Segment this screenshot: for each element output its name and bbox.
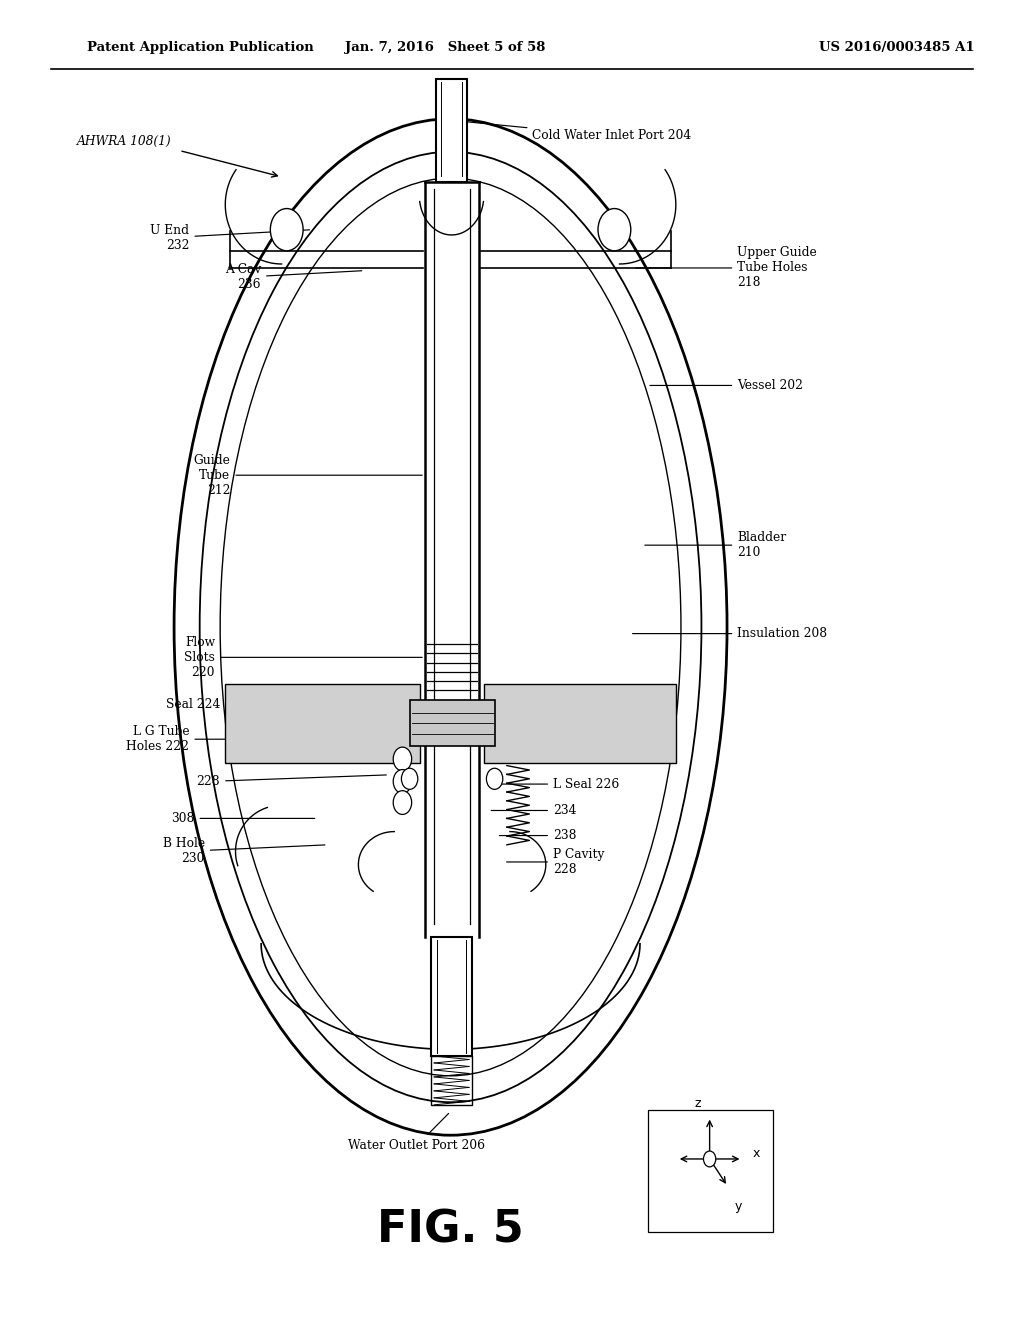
Ellipse shape [174, 119, 727, 1135]
Text: Guide
Tube
212: Guide Tube 212 [194, 454, 422, 496]
Bar [431, 1056, 472, 1105]
Circle shape [703, 1151, 716, 1167]
Bar [436, 79, 467, 182]
Circle shape [598, 209, 631, 251]
Text: Insulation 208: Insulation 208 [633, 627, 827, 640]
Text: x: x [753, 1147, 760, 1160]
Text: 234: 234 [492, 804, 577, 817]
Text: B Hole
230: B Hole 230 [163, 837, 325, 866]
Text: y: y [735, 1200, 742, 1213]
Bar [410, 700, 495, 747]
Text: A Cav
236: A Cav 236 [225, 263, 361, 292]
Text: US 2016/0003485 A1: US 2016/0003485 A1 [819, 41, 975, 54]
Text: Bladder
210: Bladder 210 [645, 531, 786, 560]
Text: AHWRA 108(1): AHWRA 108(1) [77, 135, 171, 148]
Text: 238: 238 [500, 829, 577, 842]
Text: Flow
Slots
220: Flow Slots 220 [184, 636, 422, 678]
Circle shape [486, 768, 503, 789]
Text: U End
232: U End 232 [151, 223, 309, 252]
Circle shape [393, 747, 412, 771]
Bar [431, 937, 472, 1056]
Text: z: z [694, 1097, 700, 1110]
Circle shape [393, 770, 412, 793]
Bar [225, 684, 420, 763]
Text: L Seal 226: L Seal 226 [502, 777, 620, 791]
Text: Upper Guide
Tube Holes
218: Upper Guide Tube Holes 218 [636, 247, 817, 289]
Text: Patent Application Publication: Patent Application Publication [87, 41, 313, 54]
Circle shape [401, 768, 418, 789]
Circle shape [270, 209, 303, 251]
Text: FIG. 5: FIG. 5 [377, 1209, 524, 1251]
Text: P Cavity
228: P Cavity 228 [507, 847, 604, 876]
Text: Seal 224: Seal 224 [166, 698, 391, 711]
Text: Spring 216: Spring 216 [505, 751, 623, 764]
Text: Vessel 202: Vessel 202 [650, 379, 803, 392]
Text: 308: 308 [171, 812, 314, 825]
Text: Piston
214: Piston 214 [495, 688, 592, 717]
Text: Jan. 7, 2016   Sheet 5 of 58: Jan. 7, 2016 Sheet 5 of 58 [345, 41, 546, 54]
Circle shape [393, 791, 412, 814]
Text: Water Outlet Port 206: Water Outlet Port 206 [348, 1113, 485, 1152]
Text: Cold Water Inlet Port 204: Cold Water Inlet Port 204 [466, 121, 692, 143]
Bar [484, 684, 676, 763]
Bar [648, 1110, 773, 1232]
Text: L G Tube
Holes 222: L G Tube Holes 222 [126, 725, 391, 754]
Text: 228: 228 [197, 775, 386, 788]
